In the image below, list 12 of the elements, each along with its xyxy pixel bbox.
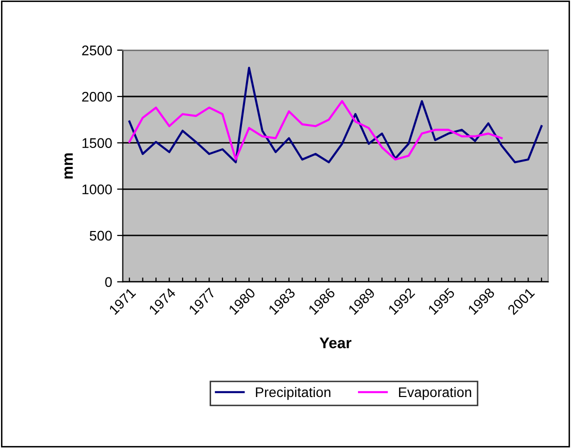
y-axis-title: mm — [64, 153, 73, 179]
legend-label: Evaporation — [399, 386, 472, 400]
y-tick-label: 500 — [90, 230, 112, 241]
y-tick-label: 0 — [105, 277, 112, 287]
legend-label: Precipitation — [256, 386, 330, 400]
y-tick-label: 2500 — [82, 46, 112, 56]
y-tick-label: 1000 — [82, 184, 112, 194]
line-series — [128, 100, 503, 161]
y-tick-label: 1500 — [82, 138, 112, 148]
line-series — [128, 66, 543, 164]
y-tick-label: 2000 — [82, 92, 112, 102]
x-axis-title: Year — [320, 338, 352, 348]
